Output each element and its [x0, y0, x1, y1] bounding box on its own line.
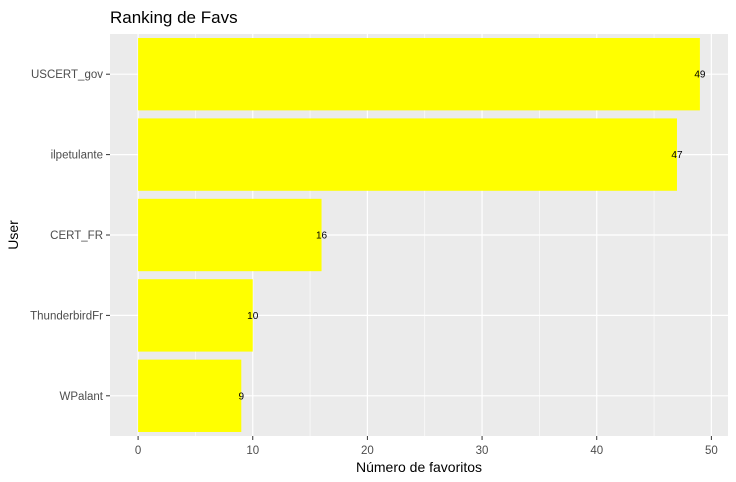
x-tick-label: 10 — [246, 445, 259, 457]
x-axis: 0 10 20 30 40 50 — [135, 436, 718, 457]
bar — [138, 118, 677, 191]
y-tick-label: WPalant — [60, 391, 104, 403]
x-tick-label: 50 — [705, 445, 718, 457]
data-labels: 49 47 16 10 9 — [239, 70, 706, 403]
x-tick-label: 0 — [135, 445, 141, 457]
data-label: 10 — [247, 311, 259, 322]
x-tick-label: 20 — [361, 445, 374, 457]
y-tick-label: CERT_FR — [50, 230, 103, 242]
x-tick-label: 40 — [590, 445, 603, 457]
bar — [138, 359, 242, 432]
y-tick-label: USCERT_gov — [31, 69, 103, 81]
data-label: 49 — [694, 70, 706, 81]
data-label: 9 — [239, 391, 245, 402]
data-label: 16 — [316, 231, 328, 242]
y-tick-label: ThunderbirdFr — [30, 310, 103, 322]
y-axis-title: User — [5, 220, 21, 250]
data-label: 47 — [671, 150, 683, 161]
x-tick-label: 30 — [476, 445, 489, 457]
bar — [138, 198, 322, 272]
y-axis: USCERT_gov ilpetulante CERT_FR ThunderbirdF… — [30, 69, 110, 403]
bar — [138, 279, 253, 352]
bar — [138, 38, 700, 111]
bars — [138, 38, 700, 432]
y-tick-label: ilpetulante — [51, 150, 103, 162]
chart-title: Ranking de Favs — [110, 8, 238, 27]
x-axis-title: Número de favoritos — [356, 459, 482, 475]
